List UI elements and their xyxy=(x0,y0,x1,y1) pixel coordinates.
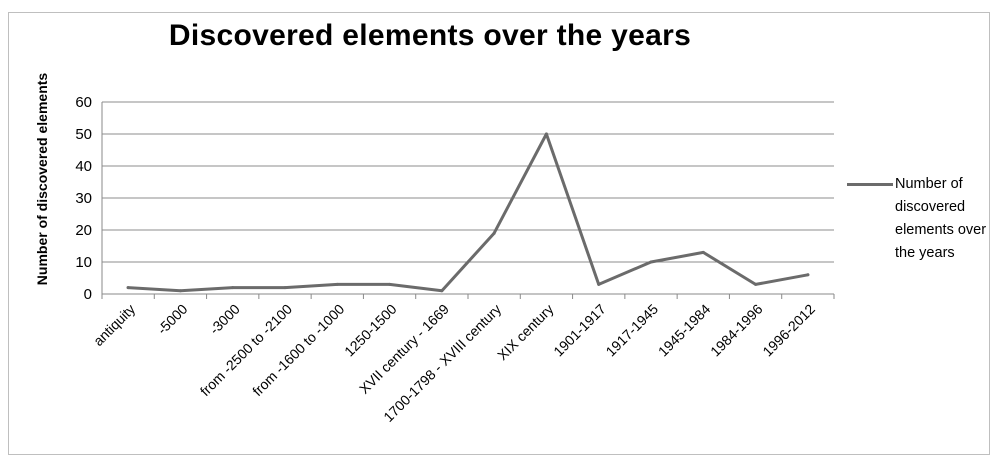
x-tick-label: antiquity xyxy=(90,301,138,349)
x-tick-label: 1945-1984 xyxy=(655,301,714,360)
x-tick-label: -3000 xyxy=(206,301,243,338)
x-tick-label: 1917-1945 xyxy=(602,301,661,360)
data-point xyxy=(544,132,548,136)
legend-line-swatch xyxy=(847,183,893,186)
data-point xyxy=(649,260,653,264)
data-point xyxy=(388,282,392,286)
data-point xyxy=(126,286,130,290)
x-tick-label: from -1600 to -1000 xyxy=(249,301,347,399)
y-tick-label: 40 xyxy=(75,158,92,175)
y-tick-label: 20 xyxy=(75,222,92,239)
data-point xyxy=(492,231,496,235)
x-tick-label: XIX century xyxy=(494,301,556,363)
chart-title: Discovered elements over the years xyxy=(168,19,692,52)
data-point xyxy=(335,282,339,286)
x-tick-label: 1901-1917 xyxy=(550,301,609,360)
data-point xyxy=(231,286,235,290)
series-line xyxy=(126,132,810,293)
data-point xyxy=(597,282,601,286)
data-point xyxy=(754,282,758,286)
y-tick-label: 50 xyxy=(75,126,92,143)
y-tick-label: 60 xyxy=(75,94,92,111)
chart-frame xyxy=(8,12,990,455)
data-point xyxy=(440,289,444,293)
data-point xyxy=(701,250,705,254)
x-tick-label: 1996-2012 xyxy=(759,301,818,360)
x-tick-label: from -2500 to -2100 xyxy=(197,301,295,399)
x-tick-label: -5000 xyxy=(154,301,191,338)
y-tick-label: 0 xyxy=(84,286,92,303)
y-tick-label: 10 xyxy=(75,254,92,271)
data-point xyxy=(283,286,287,290)
data-point xyxy=(806,273,810,277)
x-tick-label: 1984-1996 xyxy=(707,301,766,360)
x-tick-label: XVII century - 1669 xyxy=(356,301,452,397)
data-point xyxy=(178,289,182,293)
y-tick-label: 30 xyxy=(75,190,92,207)
legend-label: Number of discovered elements over the y… xyxy=(895,176,987,261)
